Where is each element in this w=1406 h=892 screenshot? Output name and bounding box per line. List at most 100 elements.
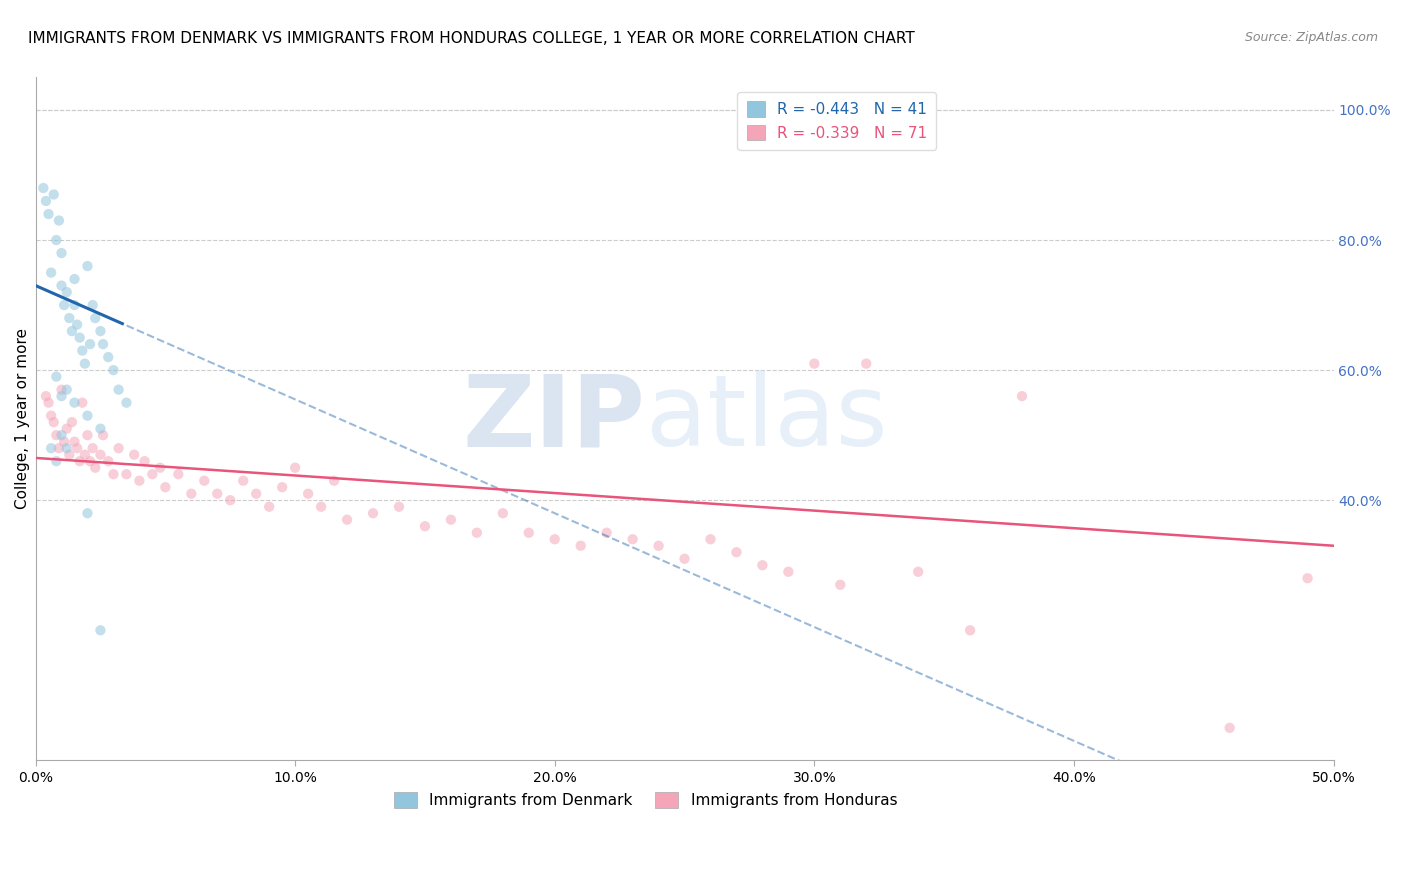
Point [79,337,101,351]
Point [76,409,98,423]
Point [73,357,96,371]
Point [66,441,89,455]
Point [53,298,76,312]
Point [297,486,319,500]
Point [58,311,80,326]
Point [48,441,70,455]
Point [51,278,73,293]
Point [89,448,111,462]
Point [45,233,67,247]
Point [73,448,96,462]
Point [89,624,111,638]
Point [193,474,215,488]
Point [38,395,60,409]
Text: Source: ZipAtlas.com: Source: ZipAtlas.com [1244,31,1378,45]
Point [72,395,94,409]
Point [35,194,58,208]
Point [440,513,463,527]
Point [309,500,332,514]
Point [959,624,981,638]
Point [55,441,77,455]
Point [60,324,83,338]
Point [751,558,773,573]
Text: ZIP: ZIP [463,370,645,467]
Point [82,441,104,455]
Point [55,285,77,299]
Point [595,525,617,540]
Point [84,311,107,326]
Point [544,533,567,547]
Point [257,500,280,514]
Point [725,545,748,559]
Point [673,551,696,566]
Point [89,422,111,436]
Point [336,513,359,527]
Point [69,454,91,468]
Point [45,369,67,384]
Point [492,506,515,520]
Point [855,357,877,371]
Point [58,448,80,462]
Point [167,467,190,482]
Point [207,486,229,500]
Point [149,460,172,475]
Point [69,330,91,344]
Point [63,298,86,312]
Point [107,441,129,455]
Point [55,383,77,397]
Point [32,181,55,195]
Point [107,383,129,397]
Point [60,415,83,429]
Point [63,395,86,409]
Point [569,539,592,553]
Point [51,428,73,442]
Point [51,389,73,403]
Point [122,448,145,462]
Point [388,500,411,514]
Point [271,480,294,494]
Point [66,318,89,332]
Point [284,460,307,475]
Text: atlas: atlas [645,370,887,467]
Point [42,187,65,202]
Point [39,441,62,455]
Point [51,246,73,260]
Point [39,266,62,280]
Point [465,525,488,540]
Point [180,486,202,500]
Point [1219,721,1241,735]
Point [155,480,177,494]
Text: IMMIGRANTS FROM DENMARK VS IMMIGRANTS FROM HONDURAS COLLEGE, 1 YEAR OR MORE CORR: IMMIGRANTS FROM DENMARK VS IMMIGRANTS FR… [28,31,915,46]
Point [42,415,65,429]
Point [245,486,267,500]
Point [76,259,98,273]
Point [115,395,138,409]
Point [82,298,104,312]
Point [35,389,58,403]
Point [219,493,242,508]
Point [39,409,62,423]
Point [134,454,156,468]
Point [1296,571,1319,585]
Point [413,519,436,533]
Point [323,474,346,488]
Point [830,578,852,592]
Y-axis label: College, 1 year or more: College, 1 year or more [15,328,30,509]
Point [141,467,163,482]
Point [91,337,114,351]
Point [97,350,120,364]
Point [232,474,254,488]
Point [76,506,98,520]
Point [89,324,111,338]
Point [51,383,73,397]
Point [778,565,800,579]
Point [53,434,76,449]
Point [361,506,384,520]
Point [103,363,125,377]
Point [45,454,67,468]
Point [63,272,86,286]
Point [48,213,70,227]
Point [1011,389,1033,403]
Point [45,428,67,442]
Point [647,539,669,553]
